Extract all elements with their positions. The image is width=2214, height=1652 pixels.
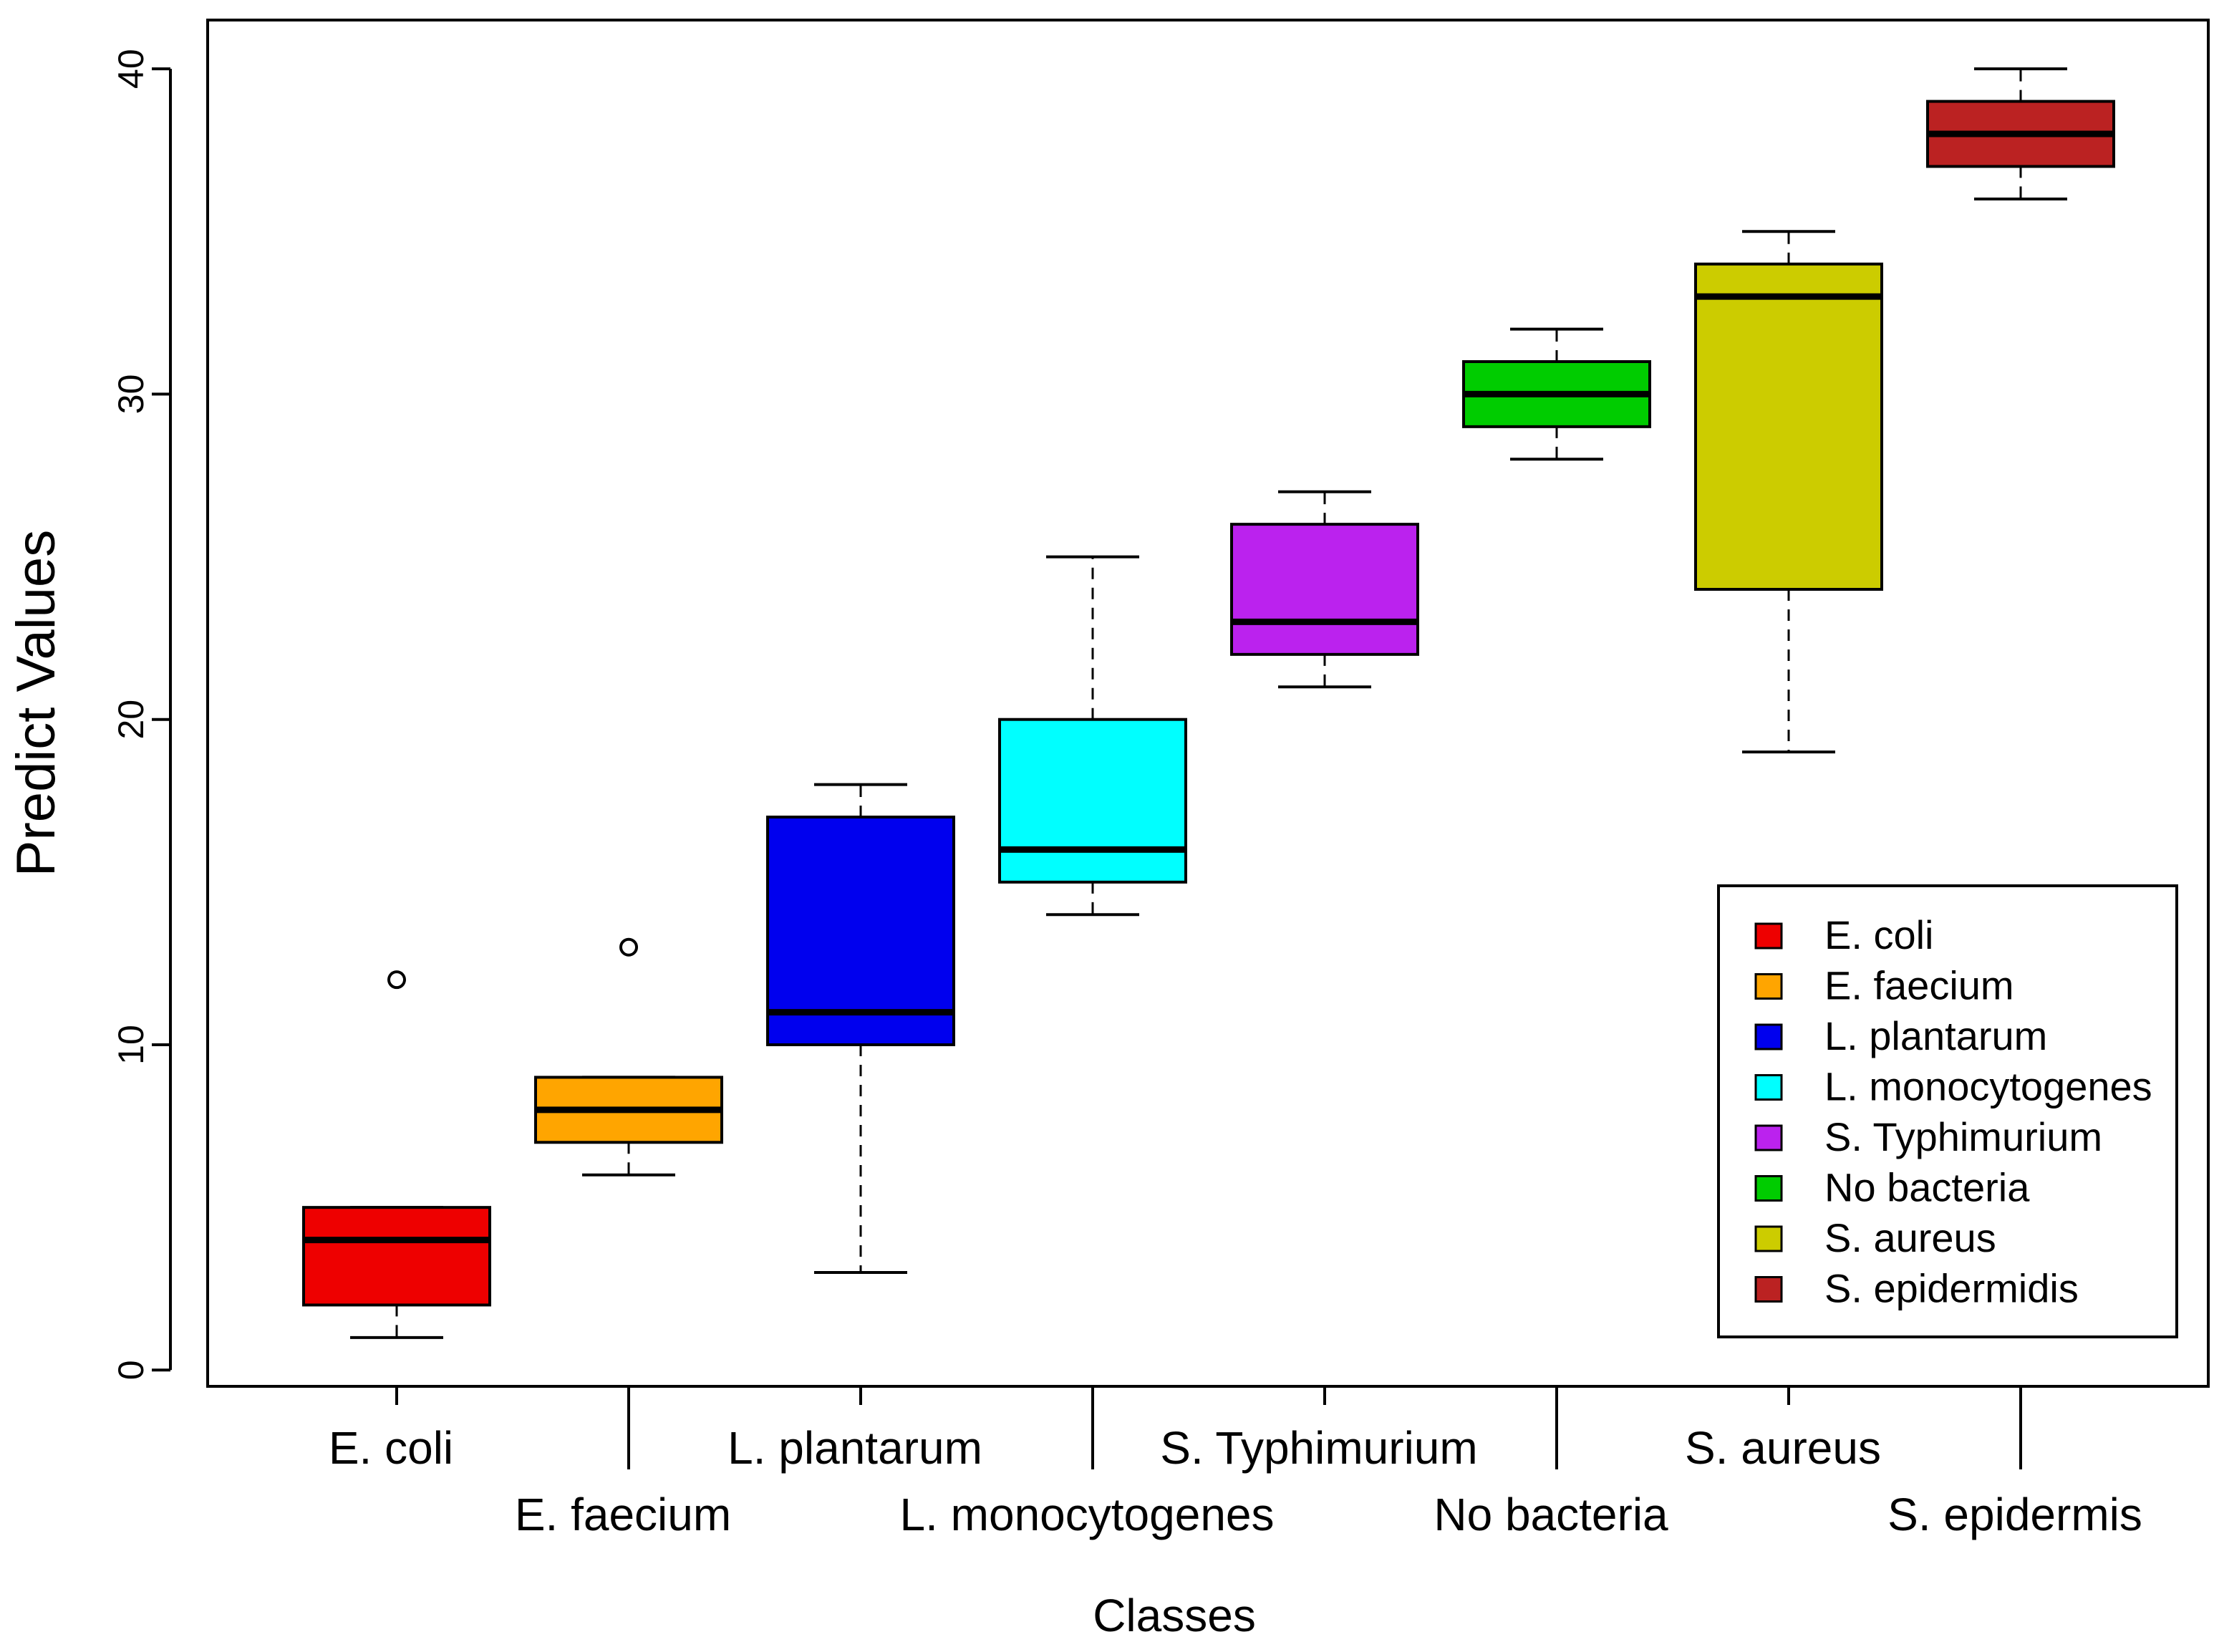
legend-swatch <box>1754 1023 1783 1050</box>
box-group <box>1694 230 1883 754</box>
box <box>1694 262 1883 591</box>
y-tick-label: 0 <box>111 1360 151 1380</box>
box-group <box>766 783 955 1274</box>
box <box>1230 523 1419 656</box>
plot-frame <box>206 19 2210 1388</box>
legend-swatch <box>1754 1124 1783 1151</box>
legend-label: No bacteria <box>1824 1165 2030 1210</box>
legend-item: L. plantarum <box>1754 1013 2047 1058</box>
box-group <box>1926 67 2115 201</box>
x-tick-label: L. plantarum <box>727 1422 982 1474</box>
box-group <box>534 937 723 1177</box>
legend: E. coli E. faecium L. plantarum L. monocyto… <box>1717 884 2178 1338</box>
y-axis-title: Predict Values <box>6 530 67 876</box>
box <box>998 718 1187 884</box>
x-axis-title: Classes <box>1093 1590 1256 1641</box>
legend-swatch <box>1754 1175 1783 1202</box>
outlier-point <box>619 937 638 957</box>
legend-swatch <box>1754 1276 1783 1303</box>
box-group <box>1230 490 1419 689</box>
legend-swatch <box>1754 1074 1783 1101</box>
legend-box <box>1717 884 2178 1338</box>
legend-label: S. aureus <box>1824 1215 1996 1260</box>
legend-swatch <box>1754 922 1783 950</box>
legend-swatch <box>1754 973 1783 1000</box>
box-group <box>998 555 1187 917</box>
legend-item: E. faecium <box>1754 963 2014 1008</box>
box-group <box>302 970 491 1339</box>
legend-item: E. coli <box>1754 912 1934 957</box>
legend-item: S. epidermidis <box>1754 1266 2079 1311</box>
box <box>766 816 955 1046</box>
box <box>302 1206 491 1307</box>
legend-label: L. plantarum <box>1824 1013 2047 1058</box>
legend-label: S. Typhimurium <box>1824 1114 2102 1159</box>
y-tick-label: 30 <box>111 375 151 415</box>
x-tick-label: No bacteria <box>1434 1489 1668 1540</box>
y-tick-label: 40 <box>111 49 151 89</box>
legend-item: S. aureus <box>1754 1215 1996 1260</box>
x-tick-label: S. Typhimurium <box>1160 1422 1477 1474</box>
legend-label: S. epidermidis <box>1824 1266 2079 1311</box>
x-tick-label: L. monocytogenes <box>900 1489 1275 1540</box>
x-tick-label: E. faecium <box>515 1489 731 1540</box>
legend-label: E. coli <box>1824 912 1934 957</box>
legend-label: L. monocytogenes <box>1824 1064 2152 1109</box>
legend-item: S. Typhimurium <box>1754 1114 2102 1159</box>
x-tick-label: E. coli <box>329 1422 453 1474</box>
x-tick-label: S. aureus <box>1685 1422 1881 1474</box>
x-axis: E. coli E. faecium L. plantarum L. monocyto… <box>329 1386 2142 1540</box>
box-group <box>1462 327 1651 461</box>
box-series <box>302 67 2115 1339</box>
legend-swatch <box>1754 1225 1783 1252</box>
legend-label: E. faecium <box>1824 963 2014 1008</box>
legend-item: L. monocytogenes <box>1754 1064 2152 1109</box>
outlier-point <box>387 970 406 990</box>
legend-item: No bacteria <box>1754 1165 2030 1210</box>
y-tick-label: 20 <box>111 700 151 740</box>
y-axis: 0 10 20 30 40 <box>111 49 172 1380</box>
y-tick-label: 10 <box>111 1025 151 1065</box>
x-tick-label: S. epidermis <box>1887 1489 2142 1540</box>
